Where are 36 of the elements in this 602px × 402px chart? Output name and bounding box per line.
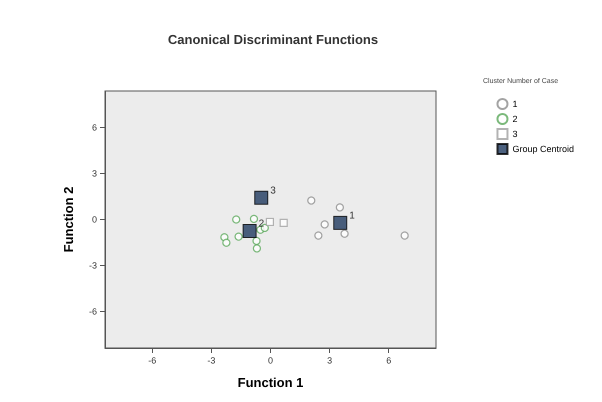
x-tick-label: -6 [148,356,156,366]
x-tick-label: 0 [268,356,274,366]
point [280,218,288,227]
y-tick-label: -3 [88,260,97,270]
point [320,220,329,228]
legend-label: 1 [512,99,518,109]
y-axis-title: Function 2 [61,186,76,252]
point [254,190,268,205]
y-tick-label: 6 [92,122,97,133]
point [340,230,349,238]
annotation: 1 [349,210,356,222]
point [307,196,316,205]
point [400,231,409,240]
chart-title: Canonical Discriminant Functions [168,32,378,47]
y-tick-label: 3 [92,168,97,179]
point [234,232,243,241]
legend-label: 2 [512,114,518,124]
point [252,236,261,246]
x-tick-label: 6 [386,356,392,366]
x-tick-label: 3 [327,356,332,366]
x-tick-label: -3 [207,356,216,366]
point [232,215,240,224]
y-tick-label: 0 [92,214,97,224]
y-tick-label: -6 [88,306,97,316]
legend-label: Group Centroid [512,144,574,154]
x-axis-title: Function 1 [238,375,304,390]
point [314,231,322,240]
point [250,214,258,223]
point [242,224,257,238]
annotation: 3 [270,185,276,196]
point [333,216,348,230]
legend-label: 3 [512,129,518,139]
point [266,218,274,226]
point [336,203,344,212]
point [252,244,262,253]
point [222,238,230,247]
